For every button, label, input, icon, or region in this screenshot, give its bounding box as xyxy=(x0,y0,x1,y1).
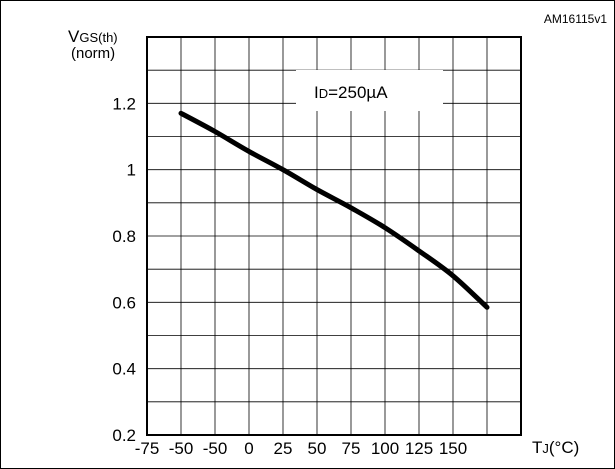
x-tick-label: 25 xyxy=(274,439,293,458)
grid-horizontal xyxy=(147,69,521,403)
y-tick-label: 0.8 xyxy=(112,227,136,246)
x-tick-label: -50 xyxy=(169,439,194,458)
x-tick-label: 125 xyxy=(405,439,433,458)
annotation-main: I xyxy=(314,83,319,102)
annotation-box xyxy=(296,70,443,111)
current-annotation: ID=250µA xyxy=(314,83,388,102)
y-tick-label: 0.2 xyxy=(112,426,136,445)
x-axis-label: TJ(°C) xyxy=(532,438,579,457)
y-axis-label: VGS(th) xyxy=(68,27,118,46)
x-tick-label: 75 xyxy=(342,439,361,458)
x-tick-label: 100 xyxy=(371,439,399,458)
plot-area: ID=250µA xyxy=(146,36,522,436)
y-tick-label: 0.4 xyxy=(112,360,136,379)
y-axis-label-sub: GS(th) xyxy=(79,30,117,45)
vgs-threshold-curve xyxy=(178,110,490,310)
y-axis-label-main: V xyxy=(68,27,80,46)
x-tick-label: -75 xyxy=(135,439,160,458)
x-axis-label-main: T xyxy=(532,438,542,457)
annotation-sub: D xyxy=(319,86,328,101)
y-tick-labels: 0.2 0.4 0.6 0.8 1 1.2 xyxy=(112,94,136,445)
y-tick-label: 1 xyxy=(127,161,136,180)
y-tick-label: 0.6 xyxy=(112,293,136,312)
plot-border xyxy=(146,36,522,436)
x-axis-label-rest: (°C) xyxy=(549,438,579,457)
x-tick-label: 0 xyxy=(244,439,253,458)
figure-id: AM16115v1 xyxy=(544,12,607,26)
x-tick-label: 150 xyxy=(439,439,467,458)
x-axis-label-sub: J xyxy=(542,441,549,456)
y-tick-label: 1.2 xyxy=(112,94,136,113)
x-tick-label: 50 xyxy=(308,439,327,458)
x-tick-labels: -75 -50 -50 0 25 50 75 100 125 150 xyxy=(135,439,467,458)
annotation-rest: =250µA xyxy=(328,83,388,102)
y-axis-unit: (norm) xyxy=(71,45,115,62)
x-tick-label: -50 xyxy=(203,439,228,458)
